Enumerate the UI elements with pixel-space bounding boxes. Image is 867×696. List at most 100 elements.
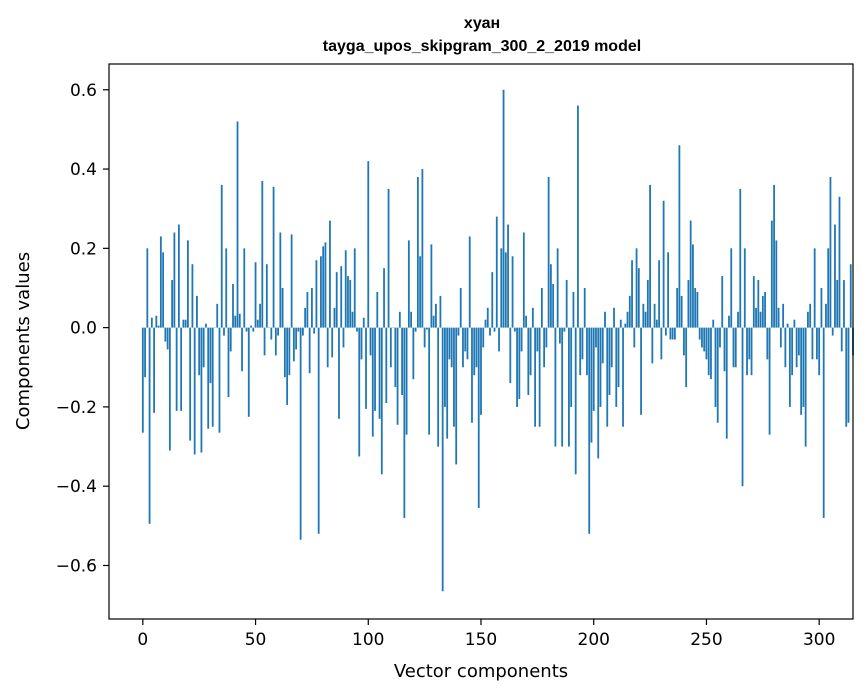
bar-152 <box>484 319 487 328</box>
bar-129 <box>432 315 435 328</box>
bar-298 <box>813 248 816 328</box>
bar-185 <box>559 327 561 344</box>
bar-33 <box>216 303 219 328</box>
bar-27 <box>202 327 205 368</box>
x-tick-label: 100 <box>352 630 384 650</box>
bar-86 <box>335 272 338 328</box>
bar-75 <box>311 287 313 328</box>
bar-284 <box>782 303 785 328</box>
bar-98 <box>362 317 365 328</box>
bar-44 <box>241 327 243 372</box>
bar-242 <box>687 280 690 328</box>
bar-187 <box>563 327 566 332</box>
bar-151 <box>482 327 485 348</box>
bar-65 <box>288 327 291 376</box>
bar-289 <box>793 319 796 328</box>
bar-285 <box>784 327 787 368</box>
bar-145 <box>468 236 471 328</box>
bar-37 <box>225 248 228 328</box>
bar-101 <box>369 327 372 356</box>
bar-143 <box>464 327 467 352</box>
bar-251 <box>707 327 710 376</box>
bar-189 <box>568 327 570 447</box>
bar-245 <box>694 287 697 328</box>
bar-60 <box>277 327 279 336</box>
bar-15 <box>175 327 178 411</box>
bar-120 <box>412 327 415 380</box>
bar-226 <box>651 327 654 364</box>
bar-91 <box>347 276 349 328</box>
bar-169 <box>522 232 525 328</box>
bar-117 <box>405 327 408 435</box>
bar-43 <box>238 313 241 328</box>
bar-228 <box>655 319 658 328</box>
y-tick-label: −0.6 <box>56 556 97 576</box>
bar-167 <box>518 327 521 399</box>
bar-300 <box>818 327 821 376</box>
bar-198 <box>588 327 591 534</box>
bar-133 <box>441 327 444 592</box>
bar-80 <box>322 246 325 328</box>
bar-219 <box>635 248 638 328</box>
bar-297 <box>811 327 814 360</box>
bar-102 <box>371 327 374 437</box>
bar-95 <box>356 327 358 332</box>
bar-309 <box>838 196 841 328</box>
bar-131 <box>437 327 440 447</box>
bar-157 <box>495 216 498 328</box>
x-tick-label: 300 <box>803 630 835 650</box>
bar-234 <box>669 327 672 340</box>
bar-304 <box>827 248 830 328</box>
bar-212 <box>619 319 622 328</box>
bar-67 <box>292 327 295 362</box>
bar-210 <box>615 327 618 407</box>
bar-255 <box>716 327 719 423</box>
bar-230 <box>660 327 663 360</box>
y-tick-label: −0.4 <box>56 477 97 497</box>
bar-235 <box>671 327 674 340</box>
bar-194 <box>579 327 582 376</box>
bar-262 <box>732 327 735 368</box>
bar-83 <box>329 220 331 328</box>
bar-283 <box>779 327 782 348</box>
bar-82 <box>326 327 329 368</box>
bar-160 <box>502 89 505 328</box>
bar-140 <box>457 327 460 336</box>
bar-18 <box>182 319 185 328</box>
bar-51 <box>256 319 259 328</box>
bar-174 <box>534 327 537 427</box>
bar-84 <box>331 327 334 358</box>
x-tick-label: 0 <box>137 630 148 650</box>
bar-87 <box>338 327 340 419</box>
bar-192 <box>574 327 577 475</box>
bar-125 <box>423 327 426 348</box>
bar-36 <box>223 327 225 336</box>
bar-153 <box>486 307 489 328</box>
x-tick-label: 200 <box>578 630 610 650</box>
bar-267 <box>743 248 746 328</box>
bar-22 <box>191 264 194 328</box>
bar-218 <box>633 327 636 348</box>
bar-252 <box>710 327 712 380</box>
bar-223 <box>644 311 647 328</box>
bar-209 <box>613 307 615 328</box>
bar-171 <box>527 327 530 396</box>
bar-92 <box>349 280 352 328</box>
bar-106 <box>380 327 383 475</box>
bar-124 <box>421 169 424 328</box>
bar-45 <box>243 248 246 328</box>
y-tick-label: 0.6 <box>70 81 97 101</box>
bar-270 <box>750 327 753 376</box>
bar-3 <box>148 327 151 524</box>
bar-266 <box>741 327 744 487</box>
bar-278 <box>768 327 771 435</box>
bar-280 <box>773 184 775 328</box>
bar-170 <box>525 315 527 328</box>
bar-119 <box>410 311 413 328</box>
bar-13 <box>171 280 174 328</box>
bar-104 <box>376 291 379 328</box>
bar-293 <box>802 327 805 407</box>
bar-9 <box>162 252 165 328</box>
bar-72 <box>304 307 307 328</box>
